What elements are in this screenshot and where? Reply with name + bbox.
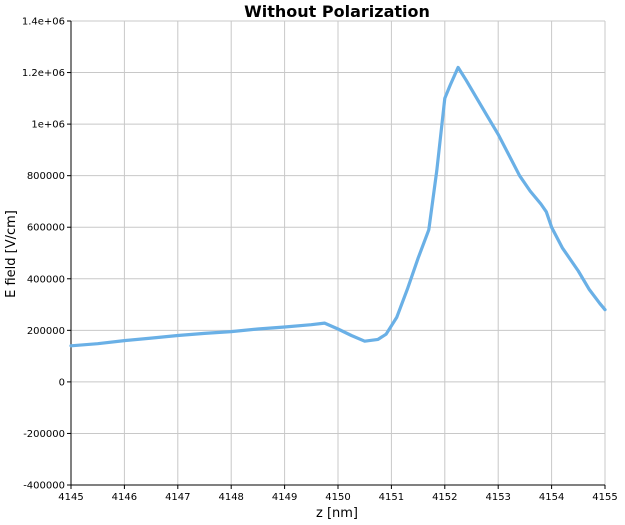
y-tick-label: 1.2e+06: [22, 68, 65, 79]
x-axis-label: z [nm]: [316, 506, 358, 521]
x-tick-label: 4146: [112, 492, 137, 503]
series-line: [69, 65, 607, 348]
x-tick-label: 4145: [58, 492, 83, 503]
x-tick-labels: 4145 4146 4147 4148 4149 4150 4151 4152 4153 4154…: [58, 492, 617, 503]
y-tick-label: -200000: [23, 429, 65, 440]
y-tick-label: 600000: [27, 223, 65, 234]
x-tick-label: 4148: [218, 492, 243, 503]
x-tick-label: 4151: [379, 492, 404, 503]
y-tick-label: 800000: [27, 171, 65, 182]
x-tick-label: 4150: [325, 492, 350, 503]
y-axis-label: E field [V/cm]: [4, 210, 19, 298]
y-tick-label: 200000: [27, 326, 65, 337]
y-tick-label: 1.4e+06: [22, 17, 65, 28]
x-tick-label: 4149: [272, 492, 297, 503]
chart-title: Without Polarization: [244, 2, 430, 21]
grid: [70, 20, 606, 486]
y-tick-label: 1e+06: [31, 120, 65, 131]
y-tick-labels: -400000 -200000 0 200000 400000 600000 800000 1…: [22, 17, 65, 492]
x-tick-label: 4154: [539, 492, 564, 503]
series: [69, 65, 607, 348]
axes: [67, 20, 606, 489]
x-tick-label: 4153: [485, 492, 510, 503]
y-tick-label: 400000: [27, 274, 65, 285]
y-tick-label: -400000: [23, 481, 65, 492]
x-tick-label: 4155: [592, 492, 617, 503]
x-tick-label: 4152: [432, 492, 457, 503]
y-tick-label: 0: [59, 377, 65, 388]
x-tick-label: 4147: [165, 492, 190, 503]
